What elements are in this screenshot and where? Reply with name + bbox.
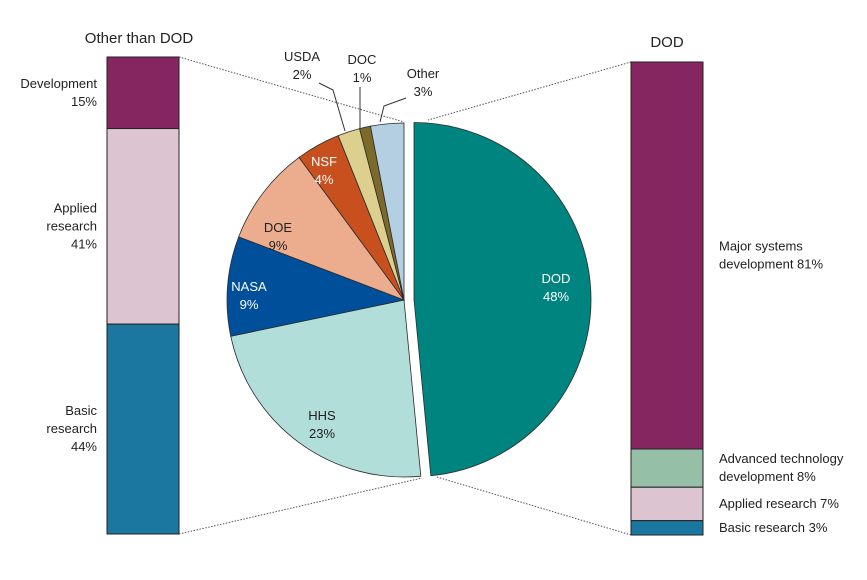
right-bar-label-basic-research: Basic research 3% bbox=[719, 520, 828, 535]
leader-line-other bbox=[379, 97, 407, 123]
right-bar-dod: DOD Major systems development 81% Advanced … bbox=[630, 34, 844, 536]
left-bar-segment-applied-research bbox=[106, 128, 180, 325]
right-bar-segment-applied-research bbox=[630, 486, 704, 522]
pie-label-nasa: NASA 9% bbox=[231, 279, 267, 312]
right-bar-title: DOD bbox=[650, 34, 684, 51]
pie-label-nsf: NSF 4% bbox=[311, 154, 337, 187]
pie: DOD 48% HHS 23% NASA 9% DOE 9% NSF 4% USDA 2% DOC 1% O… bbox=[226, 49, 592, 478]
connector-line bbox=[427, 61, 632, 121]
pie-label-dod: DOD 48% bbox=[542, 271, 571, 304]
right-bar-label-major-systems-development: Major systems development 81% bbox=[719, 239, 824, 272]
pie-label-doe: DOE 9% bbox=[264, 220, 293, 253]
pie-slice-other bbox=[370, 122, 405, 301]
left-bar-segment-development bbox=[106, 56, 180, 130]
connector-lines bbox=[178, 56, 632, 536]
pie-slice-hhs bbox=[230, 299, 422, 478]
left-bar-other-than-dod: Other than DOD Development 15% Applied resea… bbox=[20, 30, 194, 535]
right-bar-label-applied-research: Applied research 7% bbox=[719, 496, 839, 511]
left-bar-label-applied-research: Applied research 41% bbox=[46, 200, 97, 251]
pie-label-hhs: HHS 23% bbox=[308, 408, 336, 441]
pie-label-usda: USDA 2% bbox=[284, 49, 320, 82]
right-bar-segment-advanced-technology-development bbox=[630, 448, 704, 488]
connector-line bbox=[178, 56, 405, 123]
connector-line bbox=[178, 477, 423, 535]
leader-line-usda bbox=[318, 82, 346, 132]
right-bar-segment-major-systems-development bbox=[630, 61, 704, 450]
right-bar-segment-basic-research bbox=[630, 520, 704, 536]
left-bar-label-basic-research: Basic research 44% bbox=[46, 403, 97, 454]
pie-slice-dod bbox=[413, 122, 592, 477]
connector-line bbox=[436, 476, 632, 536]
pie-slice-doe bbox=[238, 156, 406, 301]
left-bar-segment-basic-research bbox=[106, 323, 180, 535]
left-bar-label-development: Development 15% bbox=[20, 76, 97, 109]
pie-label-doc: DOC 1% bbox=[348, 52, 377, 85]
pie-slice-nasa bbox=[226, 236, 406, 337]
right-bar-label-advanced-technology-development: Advanced technology development 8% bbox=[719, 451, 844, 484]
left-bar-title: Other than DOD bbox=[85, 30, 194, 47]
pie-label-other: Other 3% bbox=[407, 66, 440, 99]
